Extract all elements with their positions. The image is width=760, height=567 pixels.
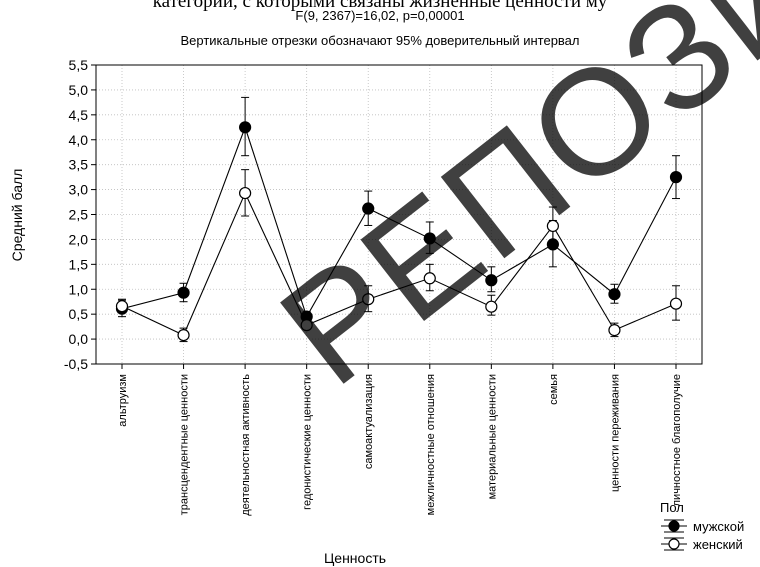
y-tick-label: 0,5 <box>69 306 89 322</box>
y-axis-ticks: -0,5 0,0 0,5 1,0 1,5 2,0 2,5 3,0 3,5 4,0 4,5 5,0 5,5 <box>64 57 96 372</box>
x-axis-ticks: альтруизм трансцендентные ценности деятель… <box>117 364 683 516</box>
legend-label: мужской <box>693 519 744 534</box>
y-tick-label: 3,5 <box>69 157 89 173</box>
y-tick-label: 3,0 <box>69 182 89 198</box>
y-axis-label: Средний балл <box>9 169 25 262</box>
data-point <box>239 121 252 134</box>
series-female <box>115 169 683 343</box>
data-point <box>239 186 252 200</box>
data-point <box>423 272 436 285</box>
page-heading-fragment: категории, с которыми связаны жизненные … <box>152 0 608 12</box>
legend-label: женский <box>693 537 743 552</box>
legend-marker <box>668 538 680 550</box>
x-tick-label: ценности переживания <box>609 374 621 492</box>
chart-subtitle: Вертикальные отрезки обозначают 95% дове… <box>180 33 580 48</box>
x-tick-label: семья <box>548 374 560 405</box>
data-point <box>362 202 375 215</box>
data-point <box>485 274 498 287</box>
data-point <box>423 232 436 245</box>
gridlines <box>96 64 702 365</box>
legend-marker <box>668 520 680 532</box>
legend-item: мужской <box>661 519 744 534</box>
x-tick-label: деятельностная активность <box>240 374 252 516</box>
x-tick-label: межличностные отношения <box>425 374 437 515</box>
y-tick-label: 4,5 <box>69 107 89 123</box>
chart-title: F(9, 2367)=16,02, p=0,00001 <box>295 8 465 23</box>
y-tick-label: 5,5 <box>69 57 89 73</box>
data-point <box>669 297 683 310</box>
x-tick-label: гедонистические ценности <box>302 374 314 510</box>
data-point <box>485 300 498 313</box>
data-point <box>546 219 559 233</box>
legend: Пол мужской женский <box>660 500 744 552</box>
data-point <box>115 300 129 313</box>
data-point <box>177 286 190 299</box>
y-tick-label: 1,5 <box>69 256 89 272</box>
data-point <box>177 328 190 342</box>
x-tick-label: самоактуализация <box>363 374 375 469</box>
series-line <box>121 191 677 336</box>
x-axis-label: Ценность <box>324 550 386 566</box>
legend-title: Пол <box>660 500 684 515</box>
x-tick-label: личностное благополучие <box>671 374 683 506</box>
data-point <box>608 324 621 337</box>
series-layer <box>115 96 683 343</box>
data-point <box>362 293 375 306</box>
y-tick-label: 0,0 <box>69 331 89 347</box>
x-tick-label: материальные ценности <box>486 374 498 499</box>
y-tick-label: 1,0 <box>69 281 89 297</box>
y-tick-label: 2,0 <box>69 231 89 247</box>
y-tick-label: -0,5 <box>64 356 88 372</box>
y-tick-label: 5,0 <box>69 82 89 98</box>
x-tick-label: трансцендентные ценности <box>179 374 191 515</box>
data-point <box>669 171 683 184</box>
y-tick-label: 2,5 <box>69 207 89 223</box>
y-tick-label: 4,0 <box>69 132 89 148</box>
series-line <box>121 125 677 319</box>
x-tick-label: альтруизм <box>117 374 129 427</box>
data-point <box>608 288 621 301</box>
data-point <box>300 319 313 332</box>
legend-item: женский <box>661 537 743 552</box>
